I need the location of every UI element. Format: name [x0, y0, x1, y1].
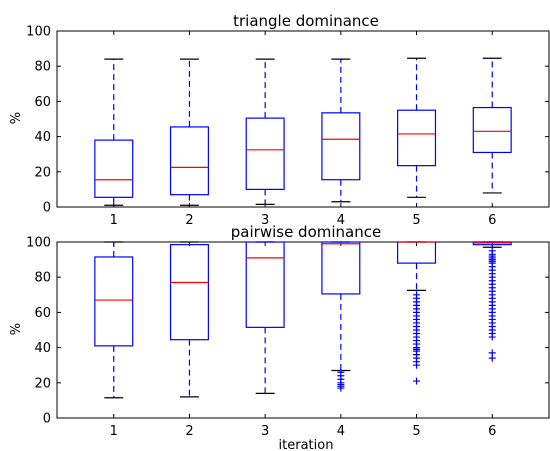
chart-title: pairwise dominance — [231, 223, 381, 241]
box-3 — [245, 241, 285, 394]
y-tick-label: 40 — [34, 341, 51, 356]
panel-pairwise-dominance: pairwise dominance % iteration 0 20 40 60 80… — [9, 223, 550, 451]
box-iqr — [472, 106, 512, 154]
x-tick-label: 3 — [261, 424, 269, 439]
outlier-point — [337, 384, 345, 392]
box-2 — [169, 241, 209, 398]
box-2 — [169, 58, 209, 206]
box-iqr — [321, 241, 361, 295]
outlier-point — [413, 361, 421, 369]
box-iqr — [94, 139, 134, 198]
outlier-point — [413, 377, 421, 385]
y-tick-label: 60 — [34, 95, 51, 110]
box-1 — [94, 241, 134, 399]
x-tick-label: 1 — [110, 424, 118, 439]
box-iqr — [94, 256, 134, 347]
box-4 — [321, 241, 361, 392]
x-tick-label: 1 — [110, 213, 118, 228]
box-iqr — [169, 244, 209, 341]
box-3 — [245, 58, 285, 205]
y-axis-label: % — [9, 112, 24, 124]
y-tick-label: 80 — [34, 60, 51, 75]
box-iqr — [245, 117, 285, 191]
x-tick-label: 5 — [412, 213, 420, 228]
axes-frame — [56, 241, 550, 419]
box-6 — [472, 57, 512, 194]
y-tick-label: 60 — [34, 306, 51, 321]
y-tick-label: 80 — [34, 271, 51, 286]
y-tick-label: 100 — [26, 25, 51, 40]
box-1 — [94, 58, 134, 206]
box-iqr — [397, 109, 437, 167]
x-tick-label: 6 — [488, 213, 496, 228]
y-tick-label: 0 — [43, 201, 51, 216]
box-6 — [472, 241, 512, 362]
x-tick-label: 3 — [261, 213, 269, 228]
x-tick-label: 5 — [412, 424, 420, 439]
chart-title: triangle dominance — [233, 12, 379, 30]
x-tick-label: 2 — [185, 213, 193, 228]
x-axis-label: iteration — [279, 438, 334, 451]
x-tick-label: 6 — [488, 424, 496, 439]
x-tick-label: 4 — [337, 213, 345, 228]
y-axis-label: % — [9, 323, 24, 335]
y-tick-label: 40 — [34, 130, 51, 145]
axes-frame — [56, 30, 550, 208]
outlier-point — [488, 354, 496, 362]
box-5 — [397, 57, 437, 198]
y-tick-label: 20 — [34, 165, 51, 180]
box-iqr — [245, 241, 285, 328]
box-4 — [321, 58, 361, 203]
y-tick-label: 0 — [43, 412, 51, 427]
panel-triangle-dominance: triangle dominance % 0 20 40 60 80 100 1 2 3 4 5 6 — [9, 12, 550, 228]
y-tick-label: 20 — [34, 376, 51, 391]
box-iqr — [169, 126, 209, 196]
box-iqr — [321, 112, 361, 181]
x-tick-label: 4 — [337, 424, 345, 439]
box-5 — [397, 241, 437, 385]
outlier-point — [488, 333, 496, 341]
x-tick-label: 2 — [185, 424, 193, 439]
y-tick-label: 100 — [26, 236, 51, 251]
